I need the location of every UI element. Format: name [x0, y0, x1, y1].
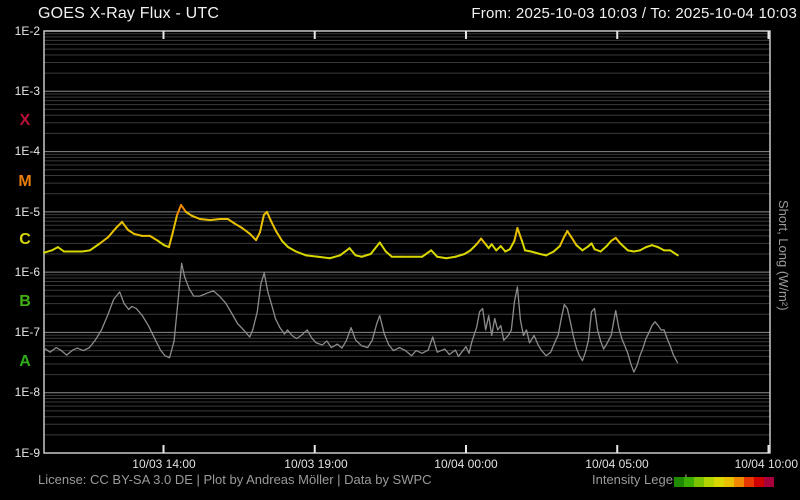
flux-class-label-b: B [19, 293, 31, 310]
legend-swatch [734, 477, 744, 487]
y-tick-label: 1E-6 [14, 265, 40, 279]
intensity-legend-bar [674, 477, 774, 487]
y-tick-label: 1E-2 [14, 24, 40, 38]
x-tick-label: 10/04 10:00 [734, 457, 798, 471]
time-range-label: From: 2025-10-03 10:03 / To: 2025-10-04 … [471, 5, 797, 22]
right-axis-label: Short, Long (W/m²) [776, 199, 791, 311]
page-title: GOES X-Ray Flux - UTC [38, 5, 220, 22]
license-text: License: CC BY-SA 3.0 DE | Plot by Andre… [38, 472, 432, 487]
x-tick-label: 10/04 05:00 [585, 457, 649, 471]
flux-class-label-m: M [18, 173, 32, 190]
legend-swatch [754, 477, 764, 487]
flux-class-label-a: A [19, 353, 31, 370]
x-tick-label: 10/04 00:00 [434, 457, 498, 471]
y-tick-label: 1E-4 [14, 144, 40, 158]
y-tick-label: 1E-7 [14, 325, 40, 339]
legend-swatch [724, 477, 734, 487]
legend-swatch [704, 477, 714, 487]
legend-swatch [674, 477, 684, 487]
x-tick-label: 10/03 14:00 [132, 457, 196, 471]
y-tick-label: 1E-3 [14, 84, 40, 98]
legend-swatch [714, 477, 724, 487]
legend-swatch [694, 477, 704, 487]
y-tick-label: 1E-8 [14, 385, 40, 399]
y-tick-label: 1E-9 [14, 446, 40, 460]
legend-swatch [684, 477, 694, 487]
flux-class-label-x: X [19, 112, 31, 129]
legend-swatch [764, 477, 774, 487]
legend-swatch [744, 477, 754, 487]
intensity-legend-label: Intensity Legend [592, 472, 688, 487]
x-tick-label: 10/03 19:00 [284, 457, 348, 471]
flux-class-label-c: C [19, 231, 31, 248]
y-tick-label: 1E-5 [14, 205, 40, 219]
